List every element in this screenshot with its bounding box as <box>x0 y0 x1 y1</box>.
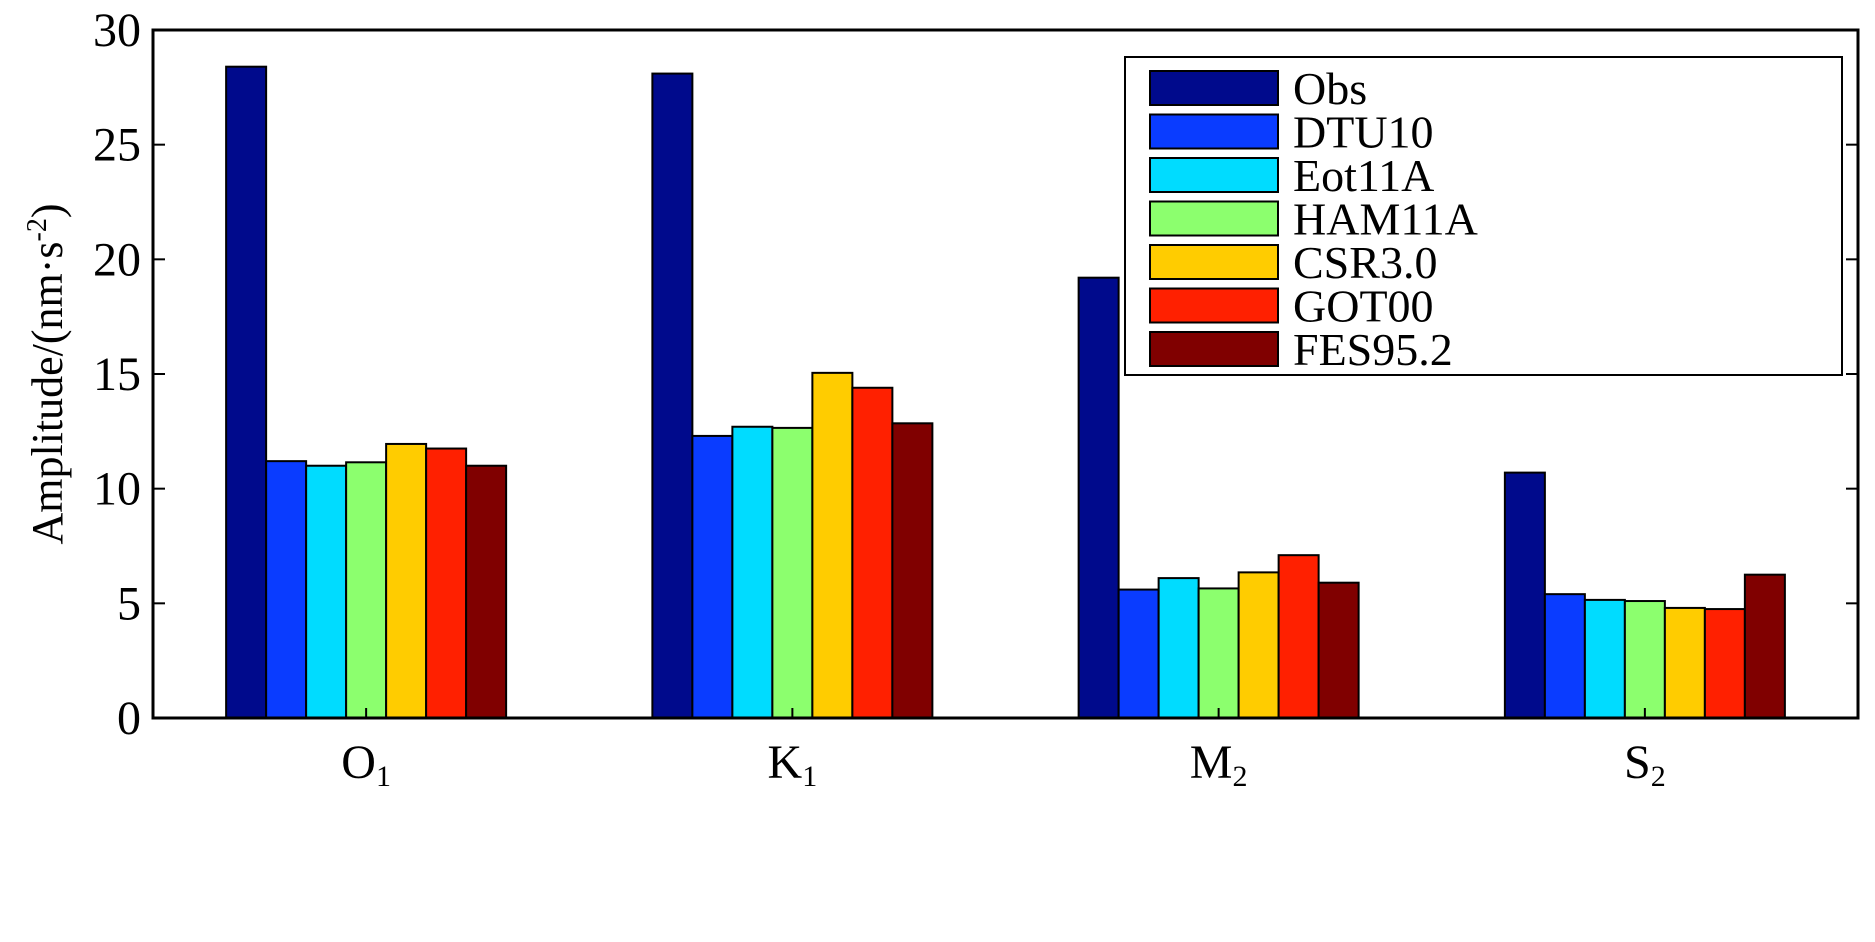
bar-fes95-2-m2 <box>1317 581 1360 720</box>
bar-csr3-0-o1 <box>385 442 428 719</box>
legend-label: HAM11A <box>1293 194 1478 245</box>
x-tick-label: S2 <box>1624 736 1666 793</box>
plot-area-frame <box>151 28 1860 720</box>
x-tick-label: M2 <box>1190 736 1248 793</box>
y-tick-label: 25 <box>93 119 141 172</box>
legend-label: Eot11A <box>1293 150 1434 201</box>
bar-ham11a-s2 <box>1623 600 1666 719</box>
bar-got00-m2 <box>1277 554 1320 719</box>
y-tick-label: 20 <box>93 233 141 286</box>
y-axis-label: Amplitude/(nm·s-2) <box>22 203 72 544</box>
bar-ham11a-o1 <box>345 461 388 719</box>
x-tick-label: K1 <box>768 736 818 793</box>
bar-obs-s2 <box>1503 471 1546 720</box>
y-tick-label: 0 <box>117 692 141 745</box>
x-axis-categories: O1 K1 M2 S2 <box>341 708 1666 793</box>
bar-ham11a-m2 <box>1197 587 1240 720</box>
legend-label: GOT00 <box>1293 281 1434 332</box>
bar-dtu10-o1 <box>265 460 308 719</box>
legend-swatch <box>1149 287 1279 324</box>
bar-obs-o1 <box>225 65 268 719</box>
legend-label: CSR3.0 <box>1293 237 1437 288</box>
y-tick-label: 10 <box>93 463 141 516</box>
bar-eot11a-k1 <box>731 425 774 719</box>
y-tick-label: 15 <box>93 348 141 401</box>
legend-swatch <box>1149 113 1279 150</box>
bar-got00-k1 <box>851 386 894 719</box>
bar-fes95-2-o1 <box>465 464 508 719</box>
bar-csr3-0-m2 <box>1237 571 1280 720</box>
bar-eot11a-m2 <box>1157 577 1200 720</box>
bar-dtu10-s2 <box>1543 593 1586 719</box>
legend-swatch <box>1149 200 1279 237</box>
legend-swatch <box>1149 157 1279 193</box>
bar-got00-o1 <box>425 447 468 719</box>
bar-got00-s2 <box>1703 608 1746 719</box>
bar-ham11a-k1 <box>771 426 814 719</box>
bar-eot11a-o1 <box>305 464 348 719</box>
bar-csr3-0-k1 <box>811 371 854 719</box>
bar-csr3-0-s2 <box>1663 606 1706 719</box>
bar-eot11a-s2 <box>1583 598 1626 719</box>
bar-dtu10-k1 <box>691 434 734 719</box>
legend-label: DTU10 <box>1293 107 1434 158</box>
bar-obs-k1 <box>651 72 694 720</box>
bar-fes95-2-s2 <box>1743 573 1786 720</box>
bar-fes95-2-k1 <box>891 422 934 719</box>
x-tick-label: O1 <box>341 736 391 793</box>
legend-label: FES95.2 <box>1293 324 1453 375</box>
bar-dtu10-m2 <box>1117 588 1160 719</box>
y-tick-label: 5 <box>117 577 141 630</box>
bars-group <box>225 65 1786 720</box>
legend-label: Obs <box>1293 63 1367 114</box>
legend-swatch <box>1149 331 1279 367</box>
y-tick-label: 30 <box>93 4 141 57</box>
legend-swatch <box>1149 244 1279 280</box>
bar-obs-m2 <box>1077 276 1120 719</box>
legend-swatch <box>1149 70 1279 106</box>
